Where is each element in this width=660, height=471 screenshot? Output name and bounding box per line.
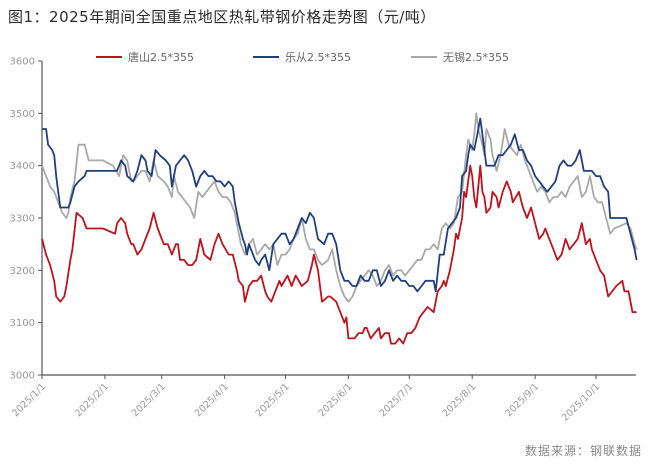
series-line-1 (42, 117, 638, 293)
chart-title: 图1：2025年期间全国重点地区热轧带钢价格走势图（元/吨） (8, 8, 436, 26)
x-tick-label: 2025/10/1 (560, 381, 602, 423)
y-tick-label: 3200 (10, 266, 35, 277)
legend-swatch-gray (411, 56, 437, 58)
data-source: 数据来源：钢联数据 (524, 444, 642, 458)
legend-label: 唐山2.5*355 (128, 51, 194, 64)
x-axis: 2025/1/1 2025/2/1 2025/3/1 2025/4/1 2025/5/1… (10, 374, 636, 424)
x-tick-label: 2025/5/1 (254, 381, 292, 419)
legend-swatch-red (96, 56, 122, 58)
y-tick-label: 3000 (10, 371, 35, 382)
x-tick-label: 2025/7/1 (377, 381, 415, 419)
legend-label: 乐从2.5*355 (285, 51, 351, 64)
y-tick-label: 3300 (10, 214, 35, 225)
legend-item-lecong: 乐从2.5*355 (253, 49, 351, 65)
x-tick-label: 2025/9/1 (503, 381, 541, 419)
x-tick-label: 2025/6/1 (317, 381, 355, 419)
legend-swatch-blue (253, 56, 279, 58)
y-tick-label: 3500 (10, 109, 35, 120)
y-tick-label: 3100 (10, 318, 35, 329)
x-tick-label: 2025/8/1 (440, 381, 478, 419)
x-tick-label: 2025/3/1 (130, 381, 168, 419)
x-tick-label: 2025/4/1 (193, 381, 231, 419)
legend-label: 无锡2.5*355 (443, 51, 509, 64)
legend-item-tangshan: 唐山2.5*355 (96, 49, 194, 65)
series-line-2 (41, 112, 638, 303)
x-tick-label: 2025/1/1 (10, 381, 48, 419)
y-tick-label: 3400 (10, 161, 35, 172)
legend-item-wuxi: 无锡2.5*355 (411, 49, 509, 65)
series-line-0 (41, 164, 637, 345)
x-tick-label: 2025/2/1 (73, 381, 111, 419)
series-lines (41, 112, 638, 345)
y-tick-label: 3600 (10, 57, 35, 68)
chart-legend: 唐山2.5*355 乐从2.5*355 无锡2.5*355 (0, 49, 660, 65)
y-axis: 3000 3100 3200 3300 3400 3500 3600 (10, 57, 43, 382)
